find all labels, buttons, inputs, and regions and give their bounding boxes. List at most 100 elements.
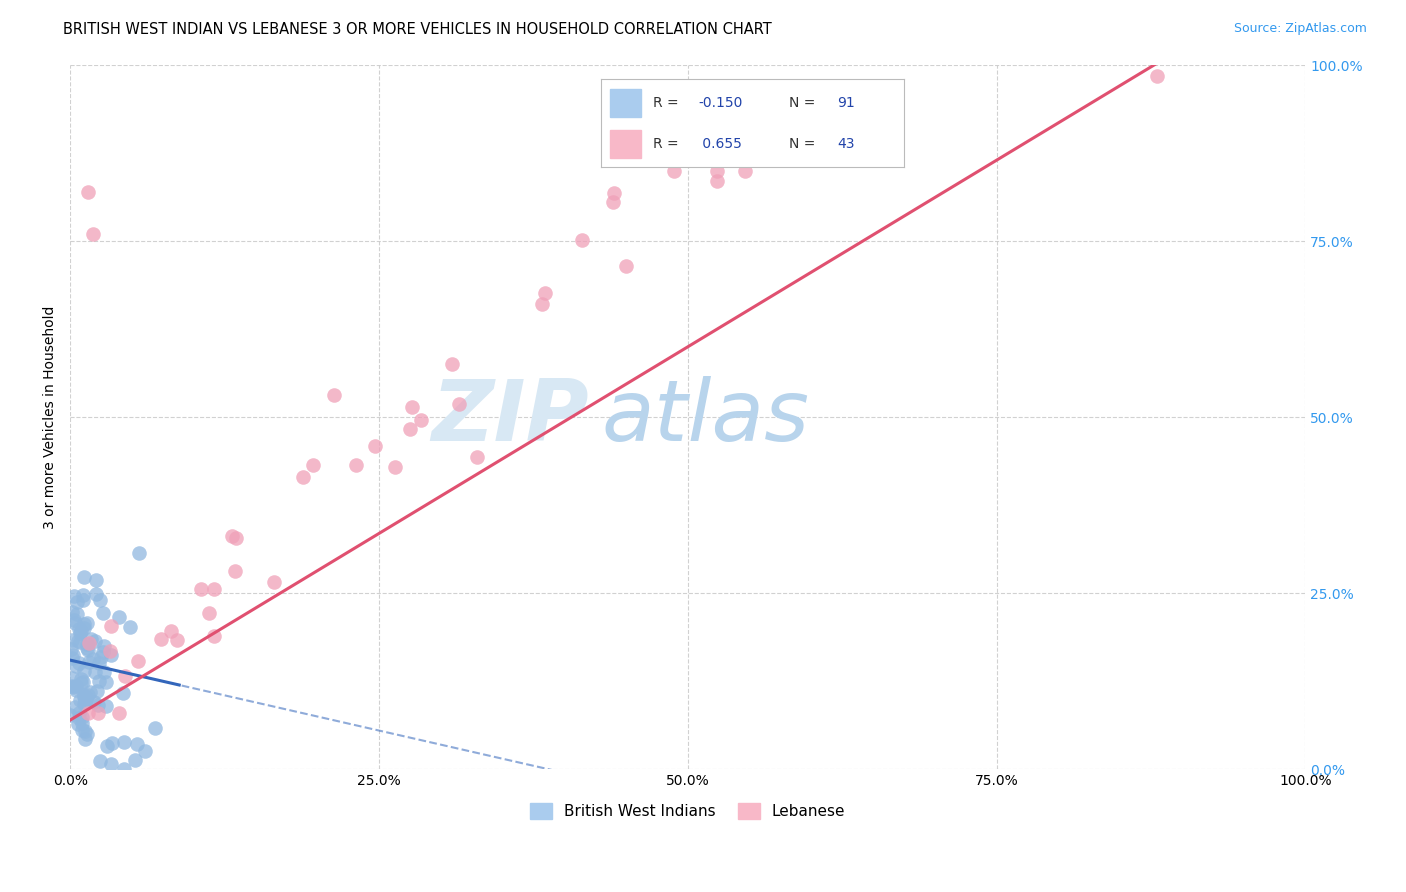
Point — [447, 396, 470, 410]
Point — [202, 629, 225, 643]
Point — [87, 674, 110, 689]
Point — [75, 691, 97, 706]
Point — [384, 459, 406, 474]
Point — [60, 650, 83, 665]
Point — [706, 174, 728, 188]
Point — [1146, 69, 1168, 83]
Point — [69, 625, 91, 640]
Point — [93, 606, 115, 620]
Point — [67, 622, 90, 636]
Point — [60, 605, 83, 619]
Point — [70, 624, 93, 638]
Point — [76, 615, 98, 630]
Point — [79, 685, 101, 699]
Point — [59, 707, 82, 722]
Point — [143, 721, 166, 735]
Point — [101, 736, 124, 750]
Point — [87, 706, 110, 720]
Point — [89, 754, 111, 768]
Point — [77, 706, 100, 720]
Point — [124, 753, 146, 767]
Point — [89, 592, 111, 607]
Point — [166, 633, 188, 648]
Point — [571, 233, 593, 247]
Y-axis label: 3 or more Vehicles in Household: 3 or more Vehicles in Household — [44, 306, 58, 529]
Point — [67, 706, 90, 720]
Point — [84, 573, 107, 587]
Point — [531, 297, 554, 311]
Point — [83, 665, 105, 680]
Point — [108, 706, 131, 720]
Point — [734, 163, 756, 178]
Point — [224, 564, 246, 578]
Point — [62, 648, 84, 662]
Point — [65, 683, 87, 698]
Point — [602, 195, 624, 210]
Point — [344, 458, 367, 472]
Point — [465, 450, 488, 464]
Text: Source: ZipAtlas.com: Source: ZipAtlas.com — [1233, 22, 1367, 36]
Point — [125, 737, 148, 751]
Point — [112, 762, 135, 776]
Point — [90, 650, 112, 665]
Point — [67, 634, 90, 648]
Point — [134, 744, 156, 758]
Point — [221, 529, 243, 543]
Point — [69, 635, 91, 649]
Point — [59, 641, 82, 656]
Point — [112, 735, 135, 749]
Point — [96, 739, 118, 753]
Point — [60, 632, 83, 647]
Point — [77, 688, 100, 702]
Point — [73, 731, 96, 746]
Point — [77, 636, 100, 650]
Point — [80, 632, 103, 646]
Point — [66, 595, 89, 609]
Point — [76, 642, 98, 657]
Point — [66, 607, 89, 622]
Point — [84, 587, 107, 601]
Legend: British West Indians, Lebanese: British West Indians, Lebanese — [524, 797, 852, 825]
Point — [706, 163, 728, 178]
Point — [62, 671, 84, 685]
Point — [67, 656, 90, 670]
Point — [70, 716, 93, 731]
Point — [662, 163, 685, 178]
Text: BRITISH WEST INDIAN VS LEBANESE 3 OR MORE VEHICLES IN HOUSEHOLD CORRELATION CHAR: BRITISH WEST INDIAN VS LEBANESE 3 OR MOR… — [63, 22, 772, 37]
Point — [149, 632, 172, 646]
Point — [76, 641, 98, 656]
Point — [190, 582, 212, 596]
Point — [202, 582, 225, 597]
Point — [62, 680, 84, 694]
Point — [86, 683, 108, 698]
Point — [128, 546, 150, 560]
Point — [75, 724, 97, 739]
Point — [72, 617, 94, 632]
Point — [60, 679, 83, 693]
Point — [63, 615, 86, 630]
Point — [67, 711, 90, 725]
Point — [118, 620, 141, 634]
Point — [77, 655, 100, 669]
Point — [73, 621, 96, 635]
Point — [76, 727, 98, 741]
Point — [302, 458, 325, 472]
Point — [87, 657, 110, 671]
Point — [69, 672, 91, 686]
Point — [94, 699, 117, 714]
Point — [198, 606, 221, 620]
Point — [364, 439, 387, 453]
Point — [127, 654, 149, 668]
Point — [263, 574, 285, 589]
Point — [409, 413, 432, 427]
Point — [399, 422, 422, 436]
Point — [401, 401, 423, 415]
Point — [69, 693, 91, 707]
Point — [292, 470, 315, 484]
Point — [614, 259, 637, 273]
Point — [73, 690, 96, 704]
Point — [69, 676, 91, 690]
Point — [440, 357, 463, 371]
Point — [65, 658, 87, 673]
Point — [94, 674, 117, 689]
